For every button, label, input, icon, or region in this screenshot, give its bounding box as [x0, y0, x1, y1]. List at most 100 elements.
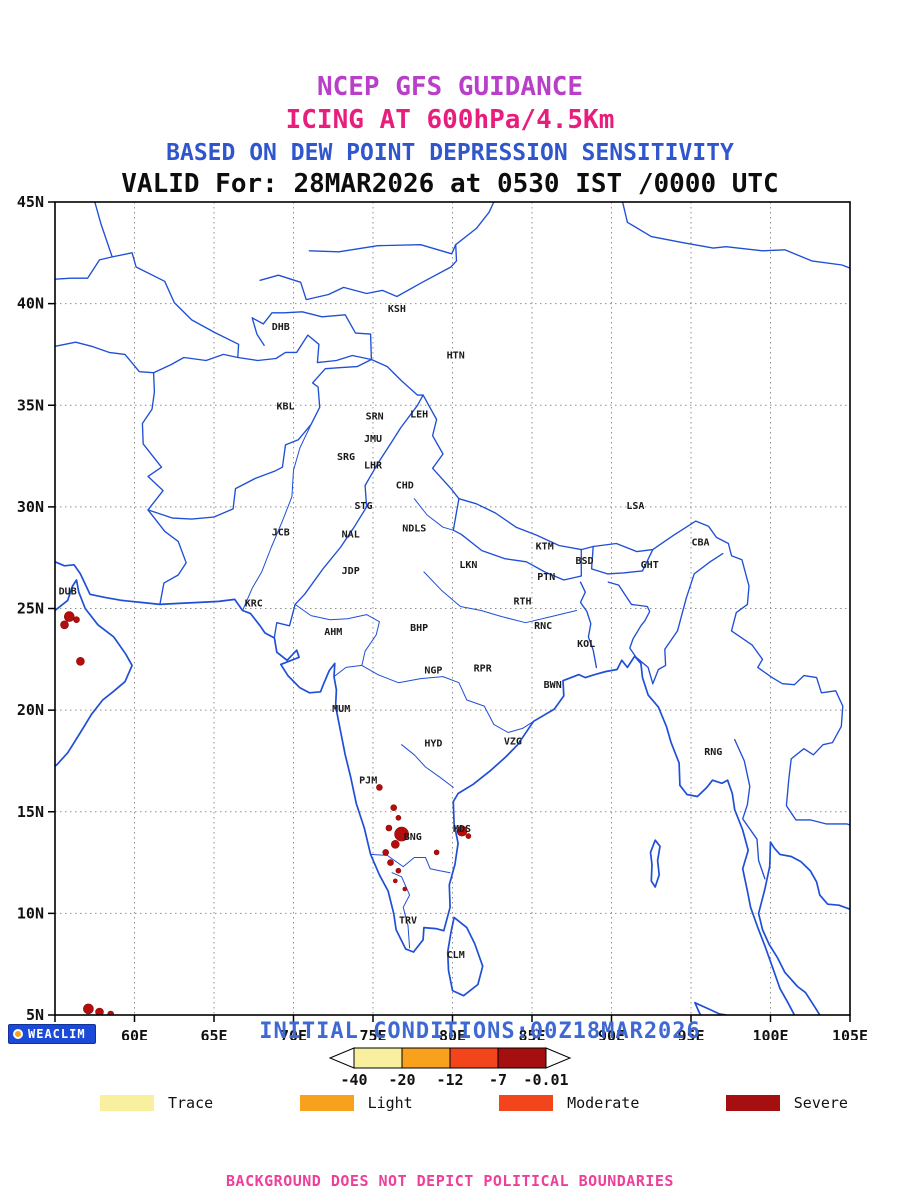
- y-tick-label: 5N: [26, 1006, 44, 1024]
- station-label: RTH: [513, 596, 531, 607]
- coastline: [55, 579, 133, 767]
- initial-conditions-text: INITIAL CONDITIONS:00Z18MAR2026: [259, 1019, 701, 1044]
- x-tick-label: 60E: [121, 1027, 148, 1040]
- station-label: KOL: [577, 639, 595, 650]
- map-frame: [54, 201, 851, 1016]
- station-label: CBA: [691, 538, 709, 549]
- chart-method-line: BASED ON DEW POINT DEPRESSION SENSITIVIT…: [166, 140, 734, 166]
- station-label: RPR: [474, 664, 493, 675]
- boundary-line: [391, 872, 411, 949]
- x-tick-label: 75E: [359, 1027, 386, 1040]
- boundary-line: [452, 498, 582, 581]
- legend-item: Severe: [725, 1094, 848, 1112]
- coastline: [446, 916, 484, 997]
- station-label: LSA: [626, 501, 644, 512]
- station-label: BWN: [544, 680, 562, 691]
- boundary-line: [652, 552, 724, 685]
- colorbar-tick-label: -7: [489, 1071, 507, 1089]
- legend-label: Severe: [793, 1094, 848, 1112]
- icing-spots: [60, 611, 472, 1015]
- colorbar-tick-label: -12: [436, 1071, 463, 1089]
- y-tick-label: 30N: [17, 498, 44, 516]
- station-label: VZG: [504, 737, 522, 748]
- station-label: SRG: [337, 452, 355, 463]
- legend-swatch: [299, 1095, 354, 1111]
- station-label: KBL: [276, 401, 294, 412]
- station-label: LKN: [459, 560, 477, 571]
- y-tick-label: 25N: [17, 600, 44, 618]
- boundary-line: [308, 202, 495, 255]
- station-label: MUM: [332, 704, 350, 715]
- boundary-line: [152, 334, 373, 374]
- boundary-line: [579, 581, 598, 669]
- station-label: KSH: [388, 304, 406, 315]
- boundary-line: [273, 394, 424, 638]
- station-label: CHD: [396, 481, 414, 492]
- station-label: LHR: [364, 460, 383, 471]
- y-tick-label: 45N: [17, 194, 44, 211]
- station-label: PTN: [537, 572, 555, 583]
- icing-spot: [395, 814, 402, 821]
- y-tick-label: 35N: [17, 396, 44, 414]
- station-label: JCB: [272, 527, 290, 538]
- colorbar-left-tip: [328, 1047, 355, 1069]
- legend-item: Trace: [100, 1094, 213, 1112]
- station-label: GHT: [641, 560, 659, 571]
- station-label: KRC: [245, 599, 263, 610]
- boundary-line: [94, 202, 113, 258]
- station-label: RNG: [704, 747, 722, 758]
- colorbar-tick-label: -20: [388, 1071, 415, 1089]
- legend-swatch: [499, 1095, 554, 1111]
- icing-spot: [387, 859, 394, 866]
- boundary-line: [361, 664, 535, 733]
- station-label: NGP: [424, 666, 442, 677]
- boundary-line: [294, 603, 380, 678]
- x-tick-label: 80E: [439, 1027, 466, 1040]
- coastline: [694, 1001, 702, 1015]
- x-tick-label: 105E: [832, 1027, 868, 1040]
- legend-item: Moderate: [499, 1094, 639, 1112]
- station-label: HTN: [447, 351, 465, 362]
- coastline: [55, 560, 415, 953]
- chart-subtitle: ICING AT 600hPa/4.5Km: [285, 105, 615, 135]
- icing-spot: [433, 849, 440, 856]
- coastline: [649, 839, 661, 888]
- y-tick-label: 15N: [17, 803, 44, 821]
- chart-valid-time: VALID For: 28MAR2026 at 0530 IST /0000 U…: [121, 169, 779, 199]
- y-tick-label: 20N: [17, 701, 44, 719]
- station-label: JMU: [364, 434, 382, 445]
- boundary-line: [370, 853, 451, 874]
- legend-label: Light: [367, 1094, 413, 1112]
- chart-title: NCEP GFS GUIDANCE: [316, 72, 584, 102]
- colorbar-tick-label: -0.01: [523, 1071, 568, 1089]
- legend-label: Trace: [168, 1094, 214, 1112]
- station-label: SRN: [366, 412, 384, 423]
- station-label: BSD: [575, 556, 593, 567]
- station-label: MDS: [453, 824, 471, 835]
- station-label: BHP: [410, 623, 428, 634]
- map-outlines: [55, 202, 850, 1015]
- x-tick-label: 65E: [200, 1027, 227, 1040]
- station-label: NDLS: [402, 523, 426, 534]
- boundary-line: [785, 674, 850, 826]
- boundary-line: [251, 311, 373, 361]
- station-label: CLM: [447, 950, 465, 961]
- colorbar-segment: [497, 1047, 547, 1069]
- legend-label: Moderate: [567, 1094, 640, 1112]
- boundary-line: [401, 744, 454, 788]
- boundary-line: [259, 244, 458, 301]
- boundary-line: [55, 252, 240, 359]
- station-label: TRV: [399, 916, 417, 927]
- station-label: HYD: [424, 739, 442, 750]
- weaclim-logo: WEACLIM: [8, 1024, 96, 1044]
- icing-spot: [392, 878, 398, 884]
- icing-spot: [394, 826, 409, 842]
- x-tick-label: 70E: [280, 1027, 307, 1040]
- colorbar-segment: [353, 1047, 403, 1069]
- station-label: STG: [354, 501, 372, 512]
- boundary-line: [607, 581, 654, 685]
- station-label: DUB: [59, 586, 77, 597]
- icing-spot: [83, 1003, 94, 1015]
- station-label: DHB: [272, 322, 290, 333]
- disclaimer-text: BACKGROUND DOES NOT DEPICT POLITICAL BOU…: [226, 1172, 674, 1190]
